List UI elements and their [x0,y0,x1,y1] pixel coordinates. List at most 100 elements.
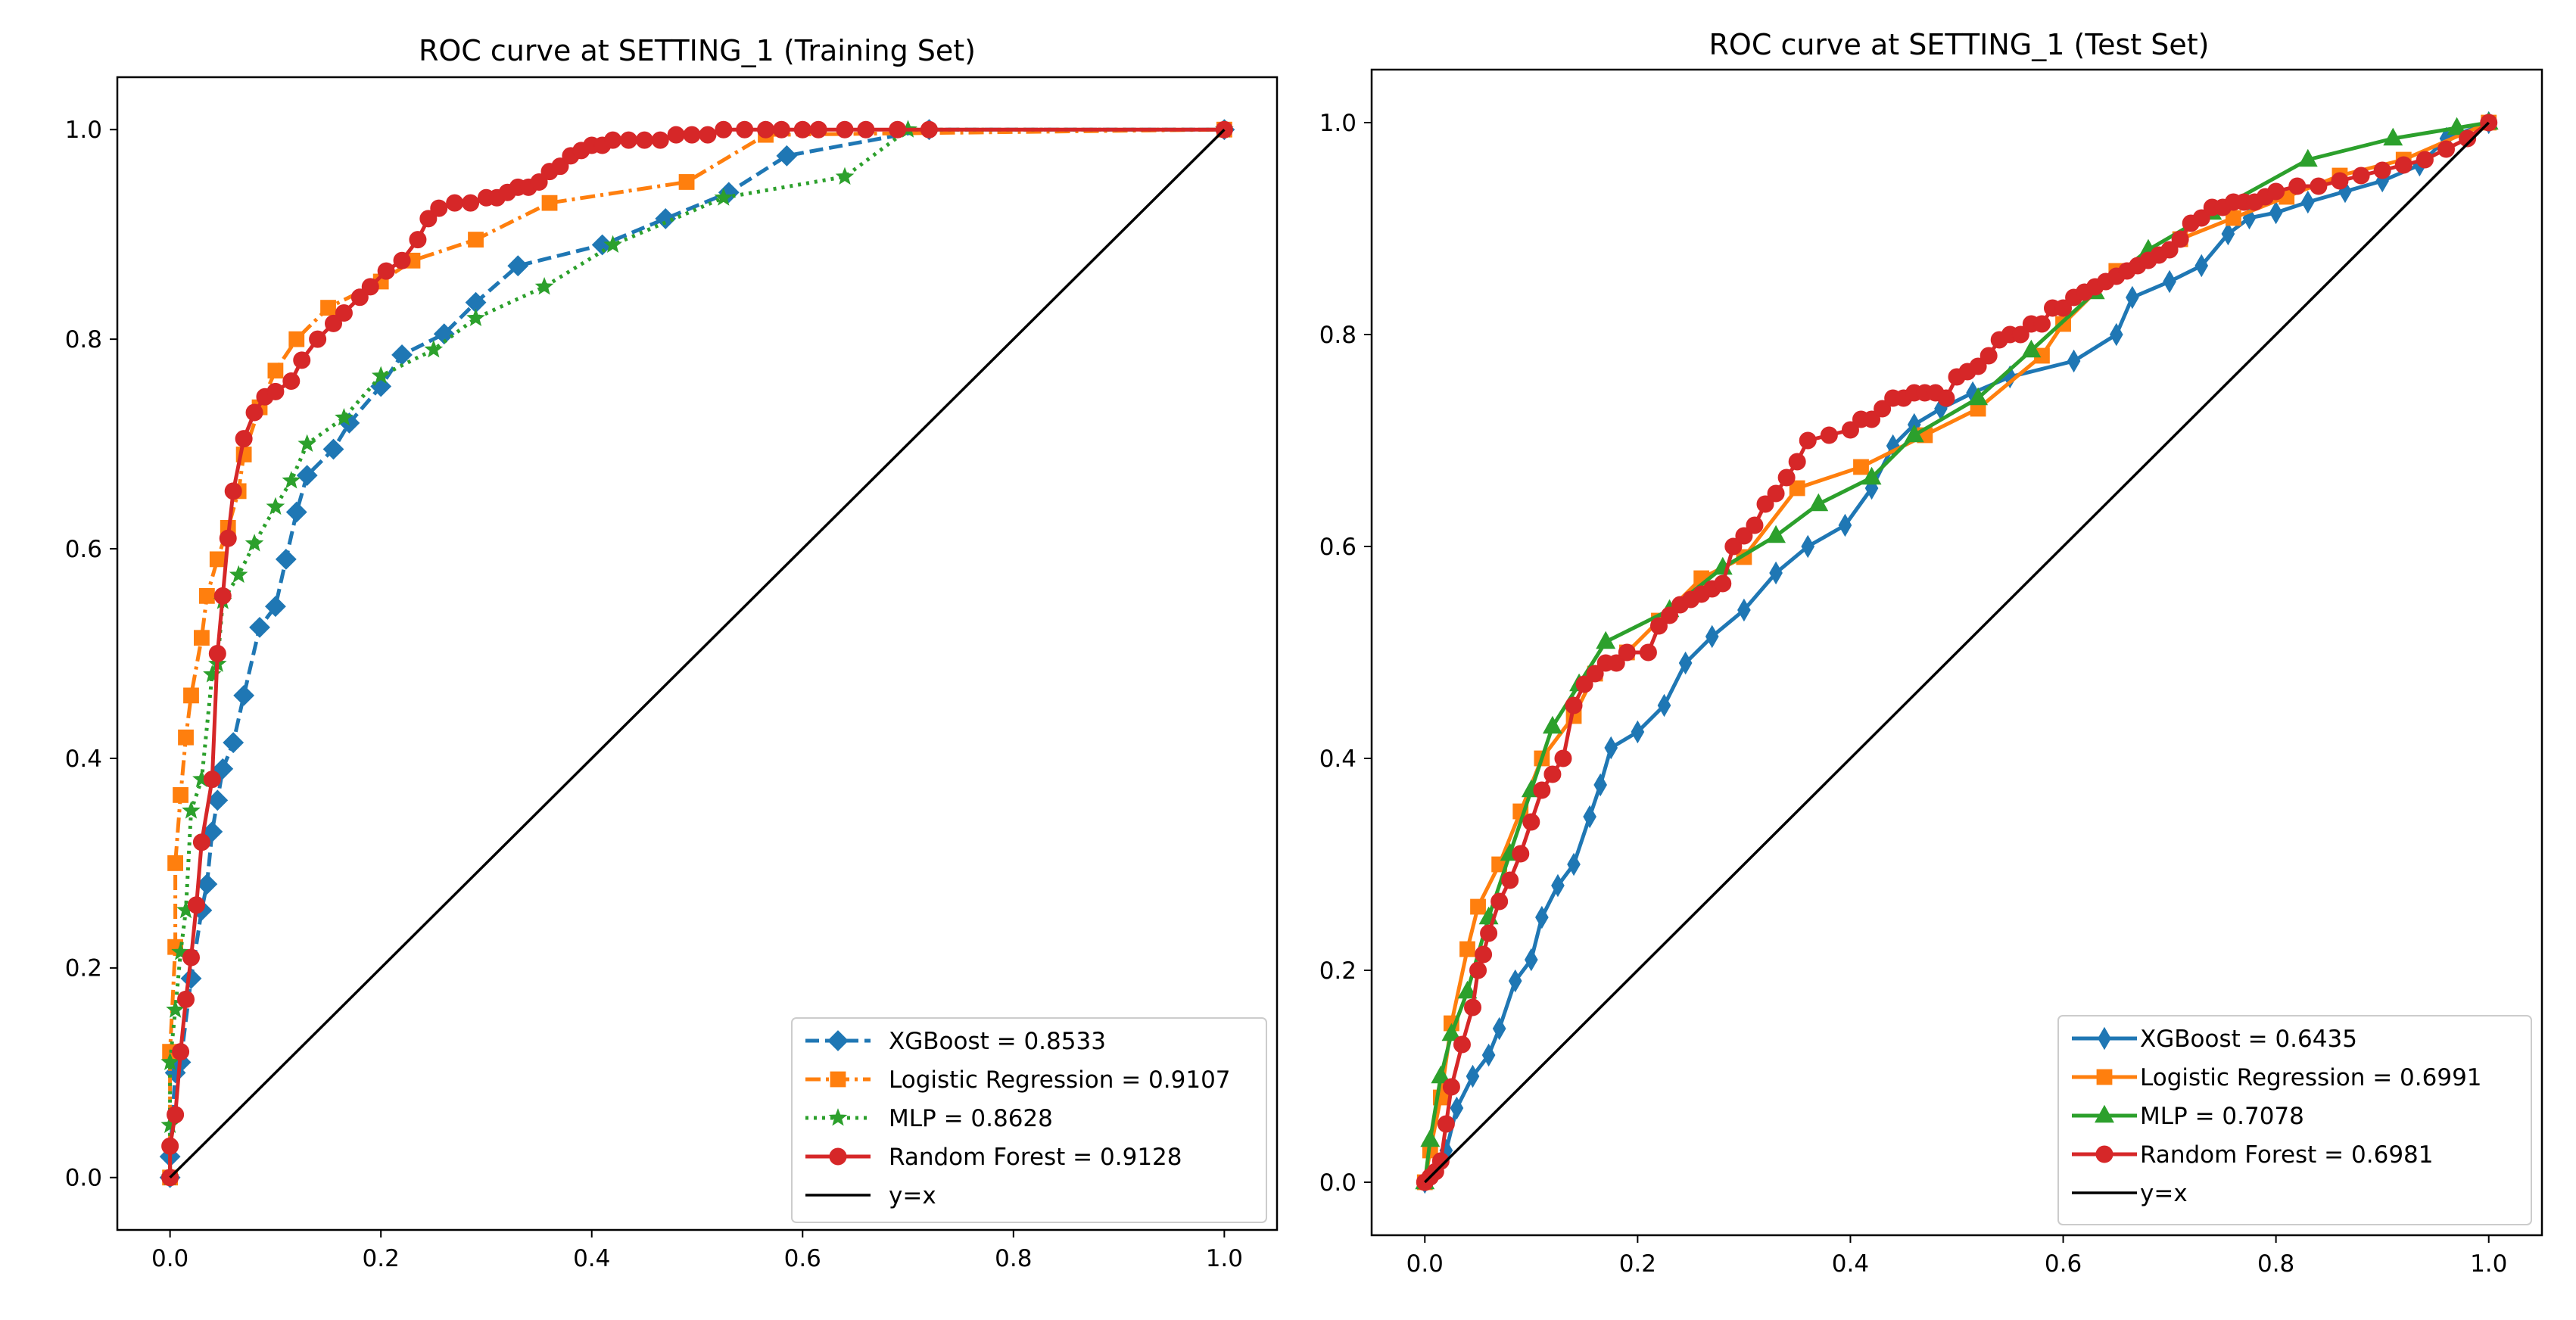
data-point [1705,624,1719,649]
legend-label: Random Forest = 0.6981 [2140,1141,2434,1169]
data-point [2221,222,2235,246]
data-point [1480,924,1498,942]
data-point [1501,871,1519,889]
legend-item: MLP = 0.7078 [2072,1103,2304,1130]
data-point [1838,513,1852,537]
legend-item: y=x [2072,1180,2188,1207]
data-point [1535,905,1549,929]
legend: XGBoost = 0.6435 Logistic Regression = 0.… [2057,1015,2532,1225]
data-point [827,1030,849,1051]
data-point [655,208,677,229]
data-point [889,120,907,139]
data-point [419,210,438,228]
data-point [1586,665,1604,683]
data-point [530,173,548,191]
data-point [1808,493,1829,512]
data-point [1470,898,1486,915]
data-point [223,732,245,754]
data-point [468,232,484,248]
data-point [1442,1078,1460,1096]
data-point [603,235,622,254]
plot-area [159,119,1235,1188]
axes-frame [1370,68,2543,1237]
legend-label: MLP = 0.8628 [889,1105,1053,1132]
data-point [309,330,327,348]
data-point [1714,574,1732,593]
data-point [1649,617,1668,635]
data-point [1820,426,1838,444]
series-y-x [169,128,1226,1179]
data-point [1481,1043,1496,1067]
data-point [1874,400,1892,418]
data-point [297,434,317,453]
data-point [361,278,379,296]
x-tick-label: 0.6 [784,1245,821,1272]
data-point [2096,1069,2113,1085]
data-point [430,199,448,217]
data-point [1593,773,1607,797]
data-point [507,255,529,277]
data-point [2267,182,2285,201]
data-point [1968,387,1989,406]
data-point [1457,980,1478,999]
series-line [169,128,1226,1179]
data-point [2160,241,2179,259]
data-point [2288,177,2307,195]
y-tick-label: 0.4 [1319,746,1357,773]
data-point [2192,209,2210,227]
data-point [619,131,637,149]
data-point [1678,651,1693,675]
data-point [1737,598,1751,622]
data-point [198,587,215,604]
legend-item: MLP = 0.8628 [805,1105,1053,1132]
legend-item: XGBoost = 0.6435 [2072,1026,2357,1053]
data-point [857,120,875,139]
data-point [166,1000,185,1018]
data-point [1469,961,1487,979]
data-point [208,645,226,662]
data-point [683,126,701,144]
data-point [212,758,234,780]
data-point [809,120,827,139]
data-point [2331,172,2349,190]
data-point [267,363,284,379]
data-point [371,366,391,384]
data-point [1756,495,1774,513]
legend-item: XGBoost = 0.8533 [805,1028,1106,1055]
data-point [715,120,733,139]
data-point [1863,410,1881,428]
axes-frame [116,76,1279,1231]
legend-box [2057,1015,2532,1225]
data-point [2095,1145,2113,1163]
data-point [2163,269,2176,294]
data-point [1841,421,1859,439]
x-tick-label: 0.2 [363,1245,400,1272]
data-point [2447,117,2467,135]
data-point [161,1137,179,1155]
data-point [2416,151,2434,169]
y-tick-label: 0.8 [65,326,102,353]
data-point [213,587,232,605]
data-point [2352,167,2370,185]
legend-item: Random Forest = 0.6981 [2072,1141,2434,1169]
data-point [1431,1065,1451,1084]
series-y-x [1424,121,2490,1184]
data-point [1724,537,1743,556]
data-point [830,1071,846,1088]
data-point [1583,805,1596,829]
data-point [1567,852,1581,876]
data-point [194,630,210,646]
data-point [1551,873,1565,898]
data-point [2383,127,2403,146]
data-point [1464,998,1482,1016]
data-point [2269,201,2283,225]
data-point [1466,1064,1480,1088]
x-tick-label: 0.8 [2257,1250,2294,1278]
data-point [265,596,286,618]
data-point [335,407,354,426]
chart-title: ROC curve at SETTING_1 (Training Set) [419,34,976,67]
data-point [635,131,653,149]
data-point [2054,299,2073,317]
data-point [203,771,221,789]
